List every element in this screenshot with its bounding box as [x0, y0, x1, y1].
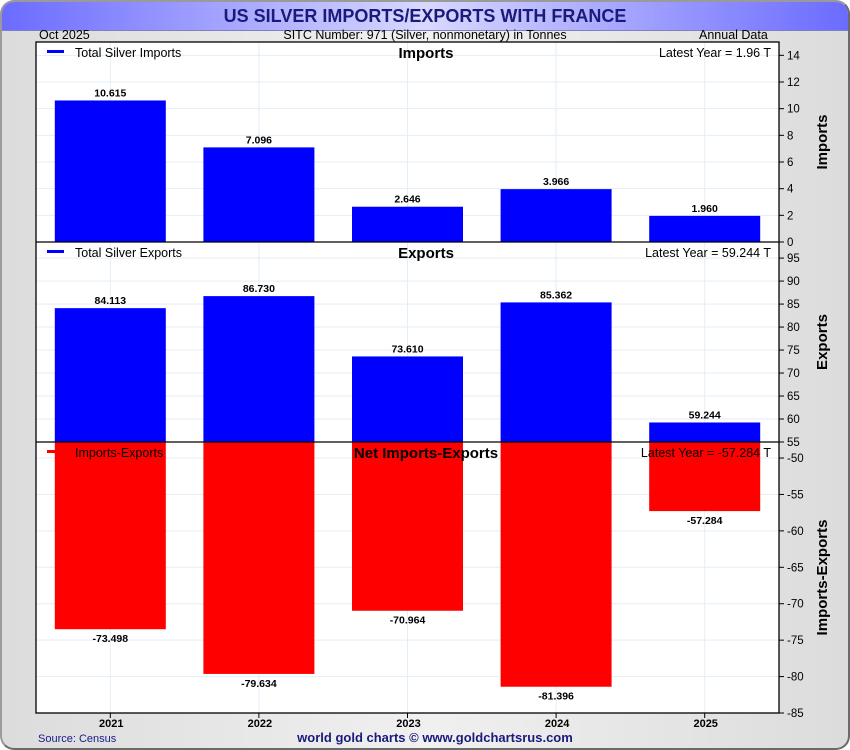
exports-latest-label: Latest Year = 59.244 T: [645, 246, 771, 260]
credit-label: world gold charts © www.goldchartsrus.co…: [297, 730, 573, 745]
exports-value-label: 84.113: [95, 295, 127, 307]
imports-tick-label: 14: [787, 50, 800, 62]
net-latest-label: Latest Year = -57.284 T: [641, 446, 771, 460]
imports-bar-2022: [203, 147, 315, 242]
imports-value-label: 2.646: [394, 194, 420, 206]
exports-tick-label: 90: [787, 276, 800, 288]
x-tick-label: 2021: [99, 718, 123, 730]
net-value-label: -57.284: [687, 515, 723, 527]
x-tick-label: 2023: [396, 718, 420, 730]
net-tick-label: -70: [787, 599, 804, 611]
imports-legend-swatch: [47, 50, 64, 53]
title-bar: US SILVER IMPORTS/EXPORTS WITH FRANCE: [2, 2, 848, 31]
imports-bar-2023: [352, 206, 463, 242]
imports-tick-label: 10: [787, 104, 800, 116]
exports-tick-label: 75: [787, 345, 800, 357]
exports-bar-2024: [500, 302, 612, 442]
exports-bar-2021: [54, 308, 166, 442]
net-legend-label: Imports-Exports: [75, 446, 163, 460]
exports-value-label: 85.362: [540, 289, 572, 301]
net-tick-label: -85: [787, 708, 804, 720]
imports-legend-label: Total Silver Imports: [75, 46, 181, 60]
imports-bar-2021: [54, 100, 166, 242]
imports-tick-label: 6: [787, 157, 793, 169]
exports-tick-label: 70: [787, 368, 800, 380]
imports-value-label: 10.615: [94, 87, 126, 99]
exports-bar-2022: [203, 296, 315, 442]
exports-tick-label: 95: [787, 253, 800, 265]
net-panel-title: Net Imports-Exports: [354, 445, 498, 462]
net-value-label: -81.396: [538, 691, 574, 703]
imports-value-label: 3.966: [543, 176, 569, 188]
frequency-label: Annual Data: [699, 28, 768, 42]
net-tick-label: -65: [787, 562, 804, 574]
imports-latest-label: Latest Year = 1.96 T: [659, 46, 771, 60]
net-tick-label: -75: [787, 635, 804, 647]
net-value-label: -79.634: [241, 678, 277, 690]
exports-tick-label: 80: [787, 322, 800, 334]
x-tick-label: 2024: [545, 718, 570, 730]
x-tick-label: 2025: [693, 718, 717, 730]
imports-tick-label: 0: [787, 237, 793, 249]
imports-tick-label: 12: [787, 77, 800, 89]
exports-value-label: 73.610: [391, 343, 423, 355]
net-bar-2021: [54, 442, 166, 630]
imports-bar-2024: [500, 189, 612, 242]
net-tick-label: -55: [787, 489, 804, 501]
x-tick-label: 2022: [248, 718, 272, 730]
exports-axis-title: Exports: [814, 314, 831, 370]
imports-tick-label: 2: [787, 210, 793, 222]
source-label: Source: Census: [38, 733, 117, 745]
exports-legend-label: Total Silver Exports: [75, 246, 182, 260]
net-bar-2025: [649, 442, 761, 512]
exports-legend-swatch: [47, 250, 64, 253]
exports-tick-label: 60: [787, 414, 800, 426]
exports-tick-label: 85: [787, 299, 800, 311]
imports-panel-title: Imports: [398, 45, 453, 62]
net-bar-2023: [352, 442, 463, 611]
net-bar-2022: [203, 442, 315, 674]
net-tick-label: -60: [787, 526, 804, 538]
exports-value-label: 59.244: [689, 409, 721, 421]
exports-bar-2023: [352, 356, 463, 442]
subtitle: SITC Number: 971 (Silver, nonmonetary) i…: [283, 28, 567, 42]
imports-value-label: 1.960: [692, 203, 718, 215]
exports-value-label: 86.730: [243, 283, 275, 295]
exports-panel-title: Exports: [398, 245, 454, 262]
date-label: Oct 2025: [39, 28, 90, 42]
net-value-label: -73.498: [92, 633, 128, 645]
chart-title: US SILVER IMPORTS/EXPORTS WITH FRANCE: [223, 6, 627, 26]
imports-bar-2025: [649, 215, 761, 242]
imports-value-label: 7.096: [246, 134, 272, 146]
imports-axis-title: Imports: [814, 114, 831, 169]
net-bar-2024: [500, 442, 612, 687]
net-legend-swatch: [47, 450, 64, 453]
imports-tick-label: 8: [787, 130, 793, 142]
exports-tick-label: 55: [787, 437, 800, 449]
net-axis-title: Imports-Exports: [814, 520, 831, 636]
exports-tick-label: 65: [787, 391, 800, 403]
exports-bar-2025: [649, 422, 761, 442]
net-tick-label: -80: [787, 672, 804, 684]
imports-tick-label: 4: [787, 184, 794, 196]
net-value-label: -70.964: [390, 615, 426, 627]
net-tick-label: -50: [787, 453, 804, 465]
